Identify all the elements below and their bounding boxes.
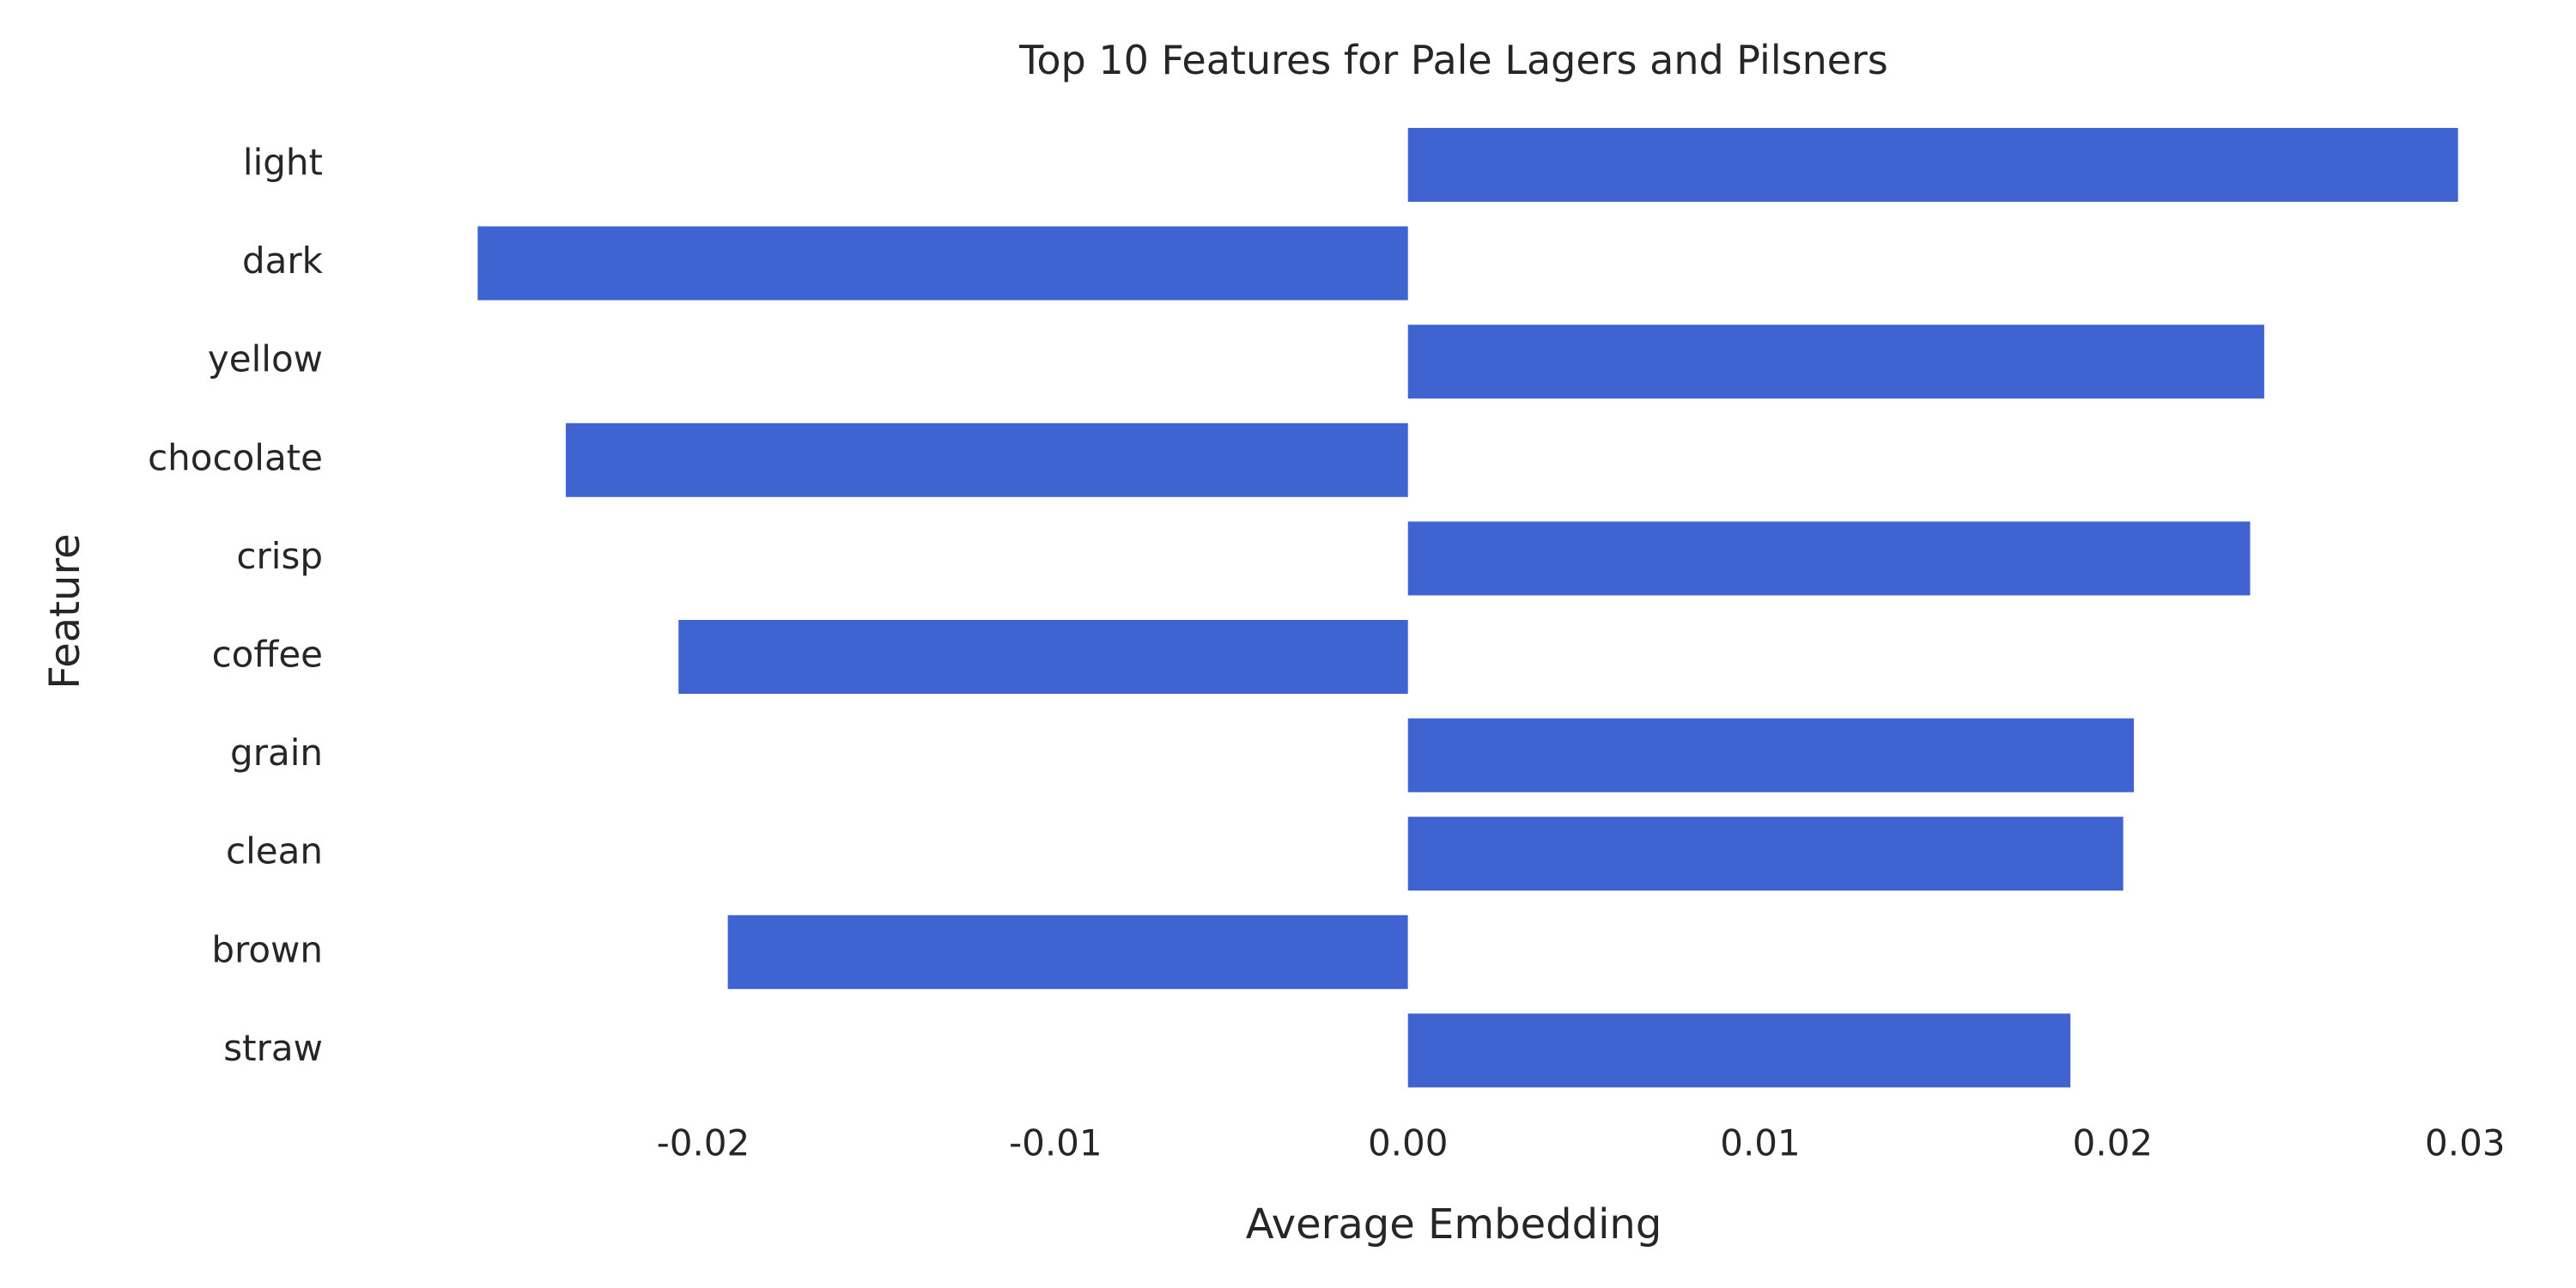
x-tick-labels: -0.02 -0.01 0.00 0.01 0.02 0.03 — [657, 1122, 2506, 1164]
x-tick-label-0-00: 0.00 — [1368, 1122, 1449, 1164]
bar-straw — [1407, 1013, 2071, 1088]
bar-brown — [727, 914, 1408, 989]
bar-coffee — [678, 620, 1408, 694]
y-tick-label-light: light — [243, 142, 323, 184]
x-tick-label-0-02: -0.02 — [657, 1122, 750, 1164]
y-tick-label-coffee: coffee — [212, 634, 323, 676]
bar-clean — [1407, 817, 2123, 891]
y-axis-label: Feature — [41, 533, 89, 689]
y-tick-label-dark: dark — [242, 240, 324, 282]
bar-yellow — [1407, 325, 2264, 399]
bar-light — [1407, 128, 2458, 202]
y-tick-label-crisp: crisp — [236, 535, 323, 577]
x-tick-label-0-01: -0.01 — [1009, 1122, 1103, 1164]
bar-grain — [1407, 718, 2135, 793]
x-tick-label-0-01: 0.01 — [1720, 1122, 1801, 1164]
x-tick-label-0-03: 0.03 — [2425, 1122, 2506, 1164]
x-tick-label-0-02: 0.02 — [2073, 1122, 2154, 1164]
y-tick-label-grain: grain — [230, 732, 323, 774]
y-tick-label-straw: straw — [223, 1027, 323, 1069]
y-tick-label-chocolate: chocolate — [148, 436, 323, 478]
chart-title: Top 10 Features for Pale Lagers and Pils… — [1018, 37, 1888, 83]
bar-chocolate — [565, 422, 1408, 497]
y-tick-labels: light dark yellow chocolate crisp coffee grain… — [148, 142, 324, 1069]
bar-dark — [477, 226, 1408, 301]
bars-group — [477, 128, 2458, 1088]
y-tick-label-clean: clean — [226, 830, 323, 872]
y-tick-label-brown: brown — [211, 928, 323, 970]
x-axis-label: Average Embedding — [1246, 1200, 1662, 1249]
bar-crisp — [1407, 521, 2251, 596]
y-tick-label-yellow: yellow — [208, 338, 323, 380]
